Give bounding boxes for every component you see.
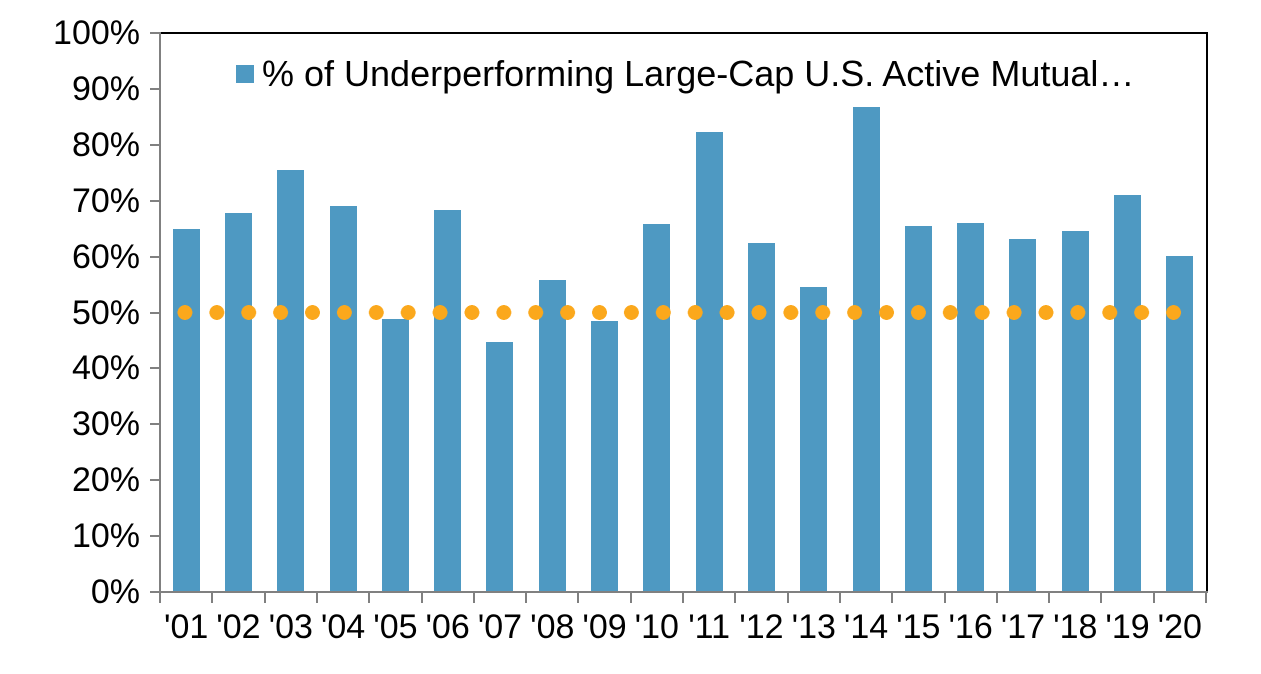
x-axis-label-12: '12 bbox=[739, 608, 784, 646]
x-axis-label-04: '04 bbox=[320, 608, 366, 646]
y-axis-label-100pct: 100% bbox=[53, 14, 140, 52]
x-axis-label-19: '19 bbox=[1105, 608, 1150, 646]
x-axis-label-13: '13 bbox=[791, 608, 836, 646]
x-axis-tick-11 bbox=[734, 592, 737, 603]
x-axis-label-11: '11 bbox=[688, 608, 730, 646]
y-axis-tick-10pct bbox=[150, 535, 159, 538]
bar-02 bbox=[225, 213, 252, 592]
x-axis-label-17: '17 bbox=[1000, 608, 1046, 646]
bar-18 bbox=[1061, 231, 1089, 592]
bar-03 bbox=[277, 170, 305, 592]
y-axis-label-0pct: 0% bbox=[90, 573, 140, 611]
y-axis-tick-60pct bbox=[150, 255, 159, 258]
y-axis-label-90pct: 90% bbox=[71, 69, 140, 108]
x-axis-tick-14 bbox=[891, 592, 894, 603]
bar-13 bbox=[800, 287, 828, 592]
x-axis-tick-1 bbox=[211, 592, 214, 603]
y-axis-label-40pct: 40% bbox=[71, 349, 140, 388]
x-axis-label-03: '03 bbox=[268, 608, 313, 646]
plot-border-top bbox=[160, 32, 1206, 34]
x-axis-label-10: '10 bbox=[634, 608, 679, 646]
bar-14 bbox=[852, 107, 880, 592]
y-axis-tick-30pct bbox=[150, 423, 159, 426]
x-axis-tick-3 bbox=[315, 592, 318, 603]
y-axis-tick-70pct bbox=[150, 199, 159, 202]
x-axis-label-01: '01 bbox=[164, 608, 209, 646]
x-axis-tick-9 bbox=[629, 592, 632, 603]
y-axis-label-60pct: 60% bbox=[71, 237, 140, 276]
x-axis-tick-6 bbox=[472, 592, 475, 603]
y-axis-label-70pct: 70% bbox=[71, 181, 140, 220]
x-axis-label-09: '09 bbox=[582, 608, 627, 646]
y-axis-tick-90pct bbox=[150, 87, 159, 90]
x-axis-tick-7 bbox=[525, 592, 528, 603]
x-axis-tick-8 bbox=[577, 592, 580, 603]
x-axis-tick-5 bbox=[420, 592, 423, 603]
x-axis-tick-15 bbox=[943, 592, 946, 603]
plot-border-right bbox=[1206, 32, 1208, 593]
x-axis-tick-2 bbox=[263, 592, 266, 603]
x-axis-tick-19 bbox=[1152, 592, 1155, 603]
y-axis-tick-20pct bbox=[150, 479, 159, 482]
x-axis-tick-13 bbox=[838, 592, 841, 603]
x-axis-tick-17 bbox=[1048, 592, 1051, 603]
x-axis-label-18: '18 bbox=[1053, 608, 1098, 646]
x-axis-label-05: '05 bbox=[373, 608, 418, 646]
x-axis-tick-20 bbox=[1205, 592, 1207, 603]
bar-05 bbox=[381, 319, 409, 592]
bar-10 bbox=[643, 224, 671, 592]
x-axis-tick-10 bbox=[682, 592, 684, 603]
bar-09 bbox=[591, 320, 618, 592]
y-axis-label-10pct: 10% bbox=[71, 517, 140, 556]
bar-16 bbox=[957, 223, 985, 592]
legend-marker-square-icon bbox=[236, 65, 254, 83]
x-axis-tick-16 bbox=[995, 592, 998, 603]
x-axis-label-15: '15 bbox=[896, 608, 941, 646]
bar-08 bbox=[538, 279, 566, 592]
x-axis-tick-0 bbox=[159, 592, 161, 603]
legend-label: % of Underperforming Large-Cap U.S. Acti… bbox=[262, 53, 1135, 94]
bar-12 bbox=[747, 242, 775, 592]
y-axis-tick-50pct bbox=[150, 311, 159, 314]
x-axis-line bbox=[151, 591, 1208, 593]
reference-line-50pct bbox=[169, 305, 1190, 320]
y-axis-line bbox=[159, 32, 161, 593]
x-axis-label-06: '06 bbox=[425, 608, 470, 646]
y-axis-tick-100pct bbox=[150, 32, 159, 34]
x-axis-label-02: '02 bbox=[216, 608, 261, 646]
x-axis-label-20: '20 bbox=[1157, 608, 1202, 646]
x-axis-label-14: '14 bbox=[843, 608, 889, 646]
bar-04 bbox=[329, 206, 357, 592]
bar-19 bbox=[1114, 195, 1142, 592]
x-axis-tick-12 bbox=[786, 592, 789, 603]
bar-15 bbox=[904, 226, 932, 592]
bar-17 bbox=[1009, 239, 1037, 592]
y-axis-label-80pct: 80% bbox=[71, 125, 140, 164]
x-axis-label-16: '16 bbox=[948, 608, 993, 646]
y-axis-tick-80pct bbox=[150, 143, 159, 146]
bar-01 bbox=[172, 228, 200, 592]
legend: % of Underperforming Large-Cap U.S. Acti… bbox=[236, 52, 1134, 96]
bar-07 bbox=[486, 342, 514, 592]
y-axis-label-20pct: 20% bbox=[71, 461, 140, 500]
x-axis-tick-4 bbox=[368, 592, 371, 603]
x-axis-tick-18 bbox=[1100, 592, 1103, 603]
y-axis-label-50pct: 50% bbox=[71, 293, 140, 332]
bar-11 bbox=[695, 131, 723, 592]
x-axis-label-07: '07 bbox=[477, 608, 523, 646]
y-axis-label-30pct: 30% bbox=[71, 405, 140, 444]
bar-06 bbox=[434, 209, 462, 592]
x-axis-label-08: '08 bbox=[530, 608, 575, 646]
y-axis-tick-40pct bbox=[150, 367, 159, 370]
